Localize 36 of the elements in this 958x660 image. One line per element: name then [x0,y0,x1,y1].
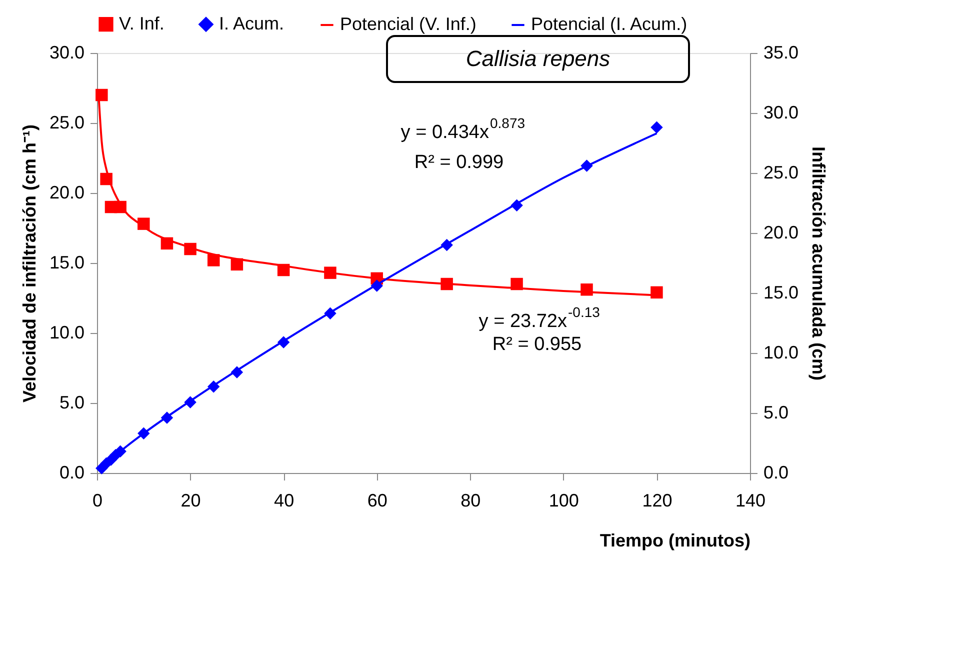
x-tick-label: 80 [460,490,481,510]
x-tick-label: 20 [180,490,201,510]
y-tick-label: 20.0 [49,182,84,202]
x-tick-label: 60 [367,490,388,510]
x-axis-title: Tiempo (minutos) [600,530,750,550]
point [650,121,663,134]
y2-tick-label: 35.0 [764,42,799,62]
y-axis-title: Velocidad de infiltración (cm h⁻¹) [19,124,40,403]
y-tick-label: 30.0 [49,42,84,62]
y-tick-label: 10.0 [49,322,84,342]
y2-axis-title: Infiltración acumulada (cm) [808,146,829,381]
y-tick-label: 25.0 [49,112,84,132]
legend-label: V. Inf. [119,13,164,34]
legend-label: I. Acum. [219,13,284,34]
point [96,88,108,102]
y-tick-label: 15.0 [49,252,84,272]
x-tick-label: 120 [642,490,672,510]
point [650,286,663,299]
x-tick-label: 40 [274,490,294,510]
legend-label: Potencial (V. Inf.) [340,14,476,34]
y2-tick-label: 5.0 [764,402,789,422]
annotation: R² = 0.955 [492,334,582,355]
x-tick-label: 100 [548,490,579,510]
annotation: R² = 0.999 [414,152,504,173]
legend-label: Potencial (I. Acum.) [531,14,688,34]
x-tick-label: 0 [92,490,103,510]
y-tick-label: 0.0 [59,462,84,482]
x-tick-label: 140 [735,490,766,510]
y2-tick-label: 10.0 [764,342,799,362]
y2-tick-label: 0.0 [764,462,789,482]
y2-tick-label: 25.0 [764,162,799,182]
chart-title: Callisia repens [466,46,610,71]
y-tick-label: 5.0 [59,392,84,412]
y2-tick-label: 30.0 [764,102,799,122]
y2-tick-label: 15.0 [764,282,799,302]
y2-tick-label: 20.0 [764,222,799,242]
